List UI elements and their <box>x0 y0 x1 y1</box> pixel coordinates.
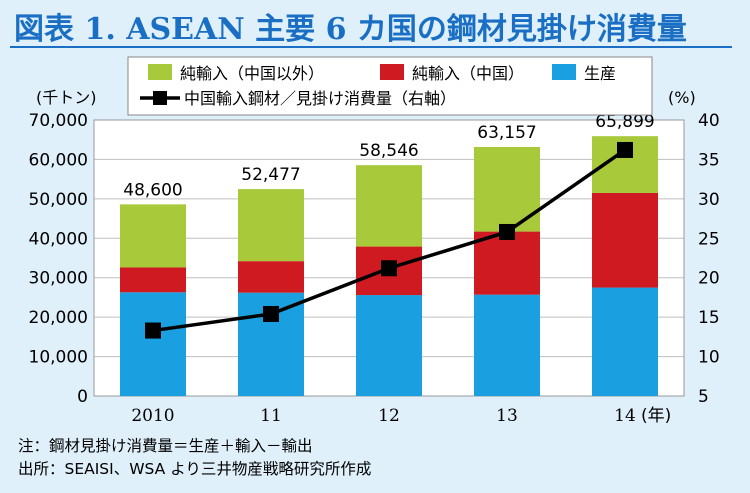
x-tick-label: 14 <box>614 406 636 426</box>
legend-swatch <box>380 64 404 80</box>
bar-segment <box>592 192 658 288</box>
bar-segment <box>120 204 186 268</box>
bar-segment <box>474 146 540 232</box>
line-marker <box>381 260 397 277</box>
y-right-tick-label: 15 <box>698 308 720 328</box>
legend-label: 生産 <box>584 64 616 83</box>
y-right-tick-label: 25 <box>698 229 720 249</box>
y-left-tick-label: 30,000 <box>29 269 88 289</box>
bar-segment <box>120 267 186 293</box>
y-right-tick-label: 10 <box>698 348 720 368</box>
legend-label: 純輸入（中国以外） <box>180 64 324 83</box>
footnotes: 注：鋼材見掛け消費量＝生産＋輸入－輸出 出所：SEAISI、WSA より三井物産… <box>18 435 371 481</box>
bar-segment <box>356 165 422 247</box>
legend-line-marker <box>153 91 167 105</box>
source-text: 出所：SEAISI、WSA より三井物産戦略研究所作成 <box>18 460 372 478</box>
bar-total-label: 48,600 <box>123 180 182 200</box>
x-tick-label: 13 <box>496 406 518 426</box>
y-right-tick-label: 30 <box>698 190 720 210</box>
bar-segment <box>474 294 540 396</box>
title-underline <box>10 46 732 48</box>
legend-label: 中国輸入鋼材／見掛け消費量（右軸） <box>184 89 456 108</box>
bar-segment <box>474 231 540 295</box>
line-marker <box>263 305 279 322</box>
line-marker <box>145 322 161 339</box>
legend-swatch <box>148 64 172 80</box>
bar-segment <box>120 292 186 396</box>
chart-title: 図表 1. ASEAN 主要 6 カ国の鋼材見掛け消費量 <box>14 12 687 47</box>
y-right-tick-label: 5 <box>698 387 709 407</box>
y-left-tick-label: 10,000 <box>29 348 88 368</box>
bar-segment <box>592 287 658 396</box>
x-tick-label: 12 <box>378 406 400 426</box>
y-left-tick-label: 70,000 <box>29 111 88 131</box>
legend-label: 純輸入（中国） <box>412 64 524 83</box>
y-right-tick-label: 35 <box>698 150 720 170</box>
bar-total-label: 65,899 <box>595 112 654 132</box>
legend-swatch <box>552 64 576 80</box>
y-right-tick-label: 20 <box>698 269 720 289</box>
bar-total-label: 63,157 <box>477 123 536 143</box>
note-text: 注：鋼材見掛け消費量＝生産＋輸入－輸出 <box>18 437 313 455</box>
y-left-tick-label: 60,000 <box>29 150 88 170</box>
bar-segment <box>356 295 422 396</box>
x-tick-label: 2010 <box>131 406 174 426</box>
y-left-unit: (千トン) <box>36 88 97 107</box>
line-marker <box>617 141 633 158</box>
y-left-tick-label: 50,000 <box>29 190 88 210</box>
line-marker <box>499 223 515 240</box>
y-right-tick-label: 40 <box>698 111 720 131</box>
x-tick-label: 11 <box>260 406 282 426</box>
y-left-tick-label: 20,000 <box>29 308 88 328</box>
bar-segment <box>238 261 304 293</box>
x-unit: (年) <box>641 406 671 426</box>
bar-total-label: 52,477 <box>241 165 300 185</box>
bar-segment <box>238 189 304 262</box>
bar-total-label: 58,546 <box>359 141 418 161</box>
y-right-unit: (%) <box>668 88 696 107</box>
y-left-tick-label: 40,000 <box>29 229 88 249</box>
y-left-tick-label: 0 <box>77 387 88 407</box>
